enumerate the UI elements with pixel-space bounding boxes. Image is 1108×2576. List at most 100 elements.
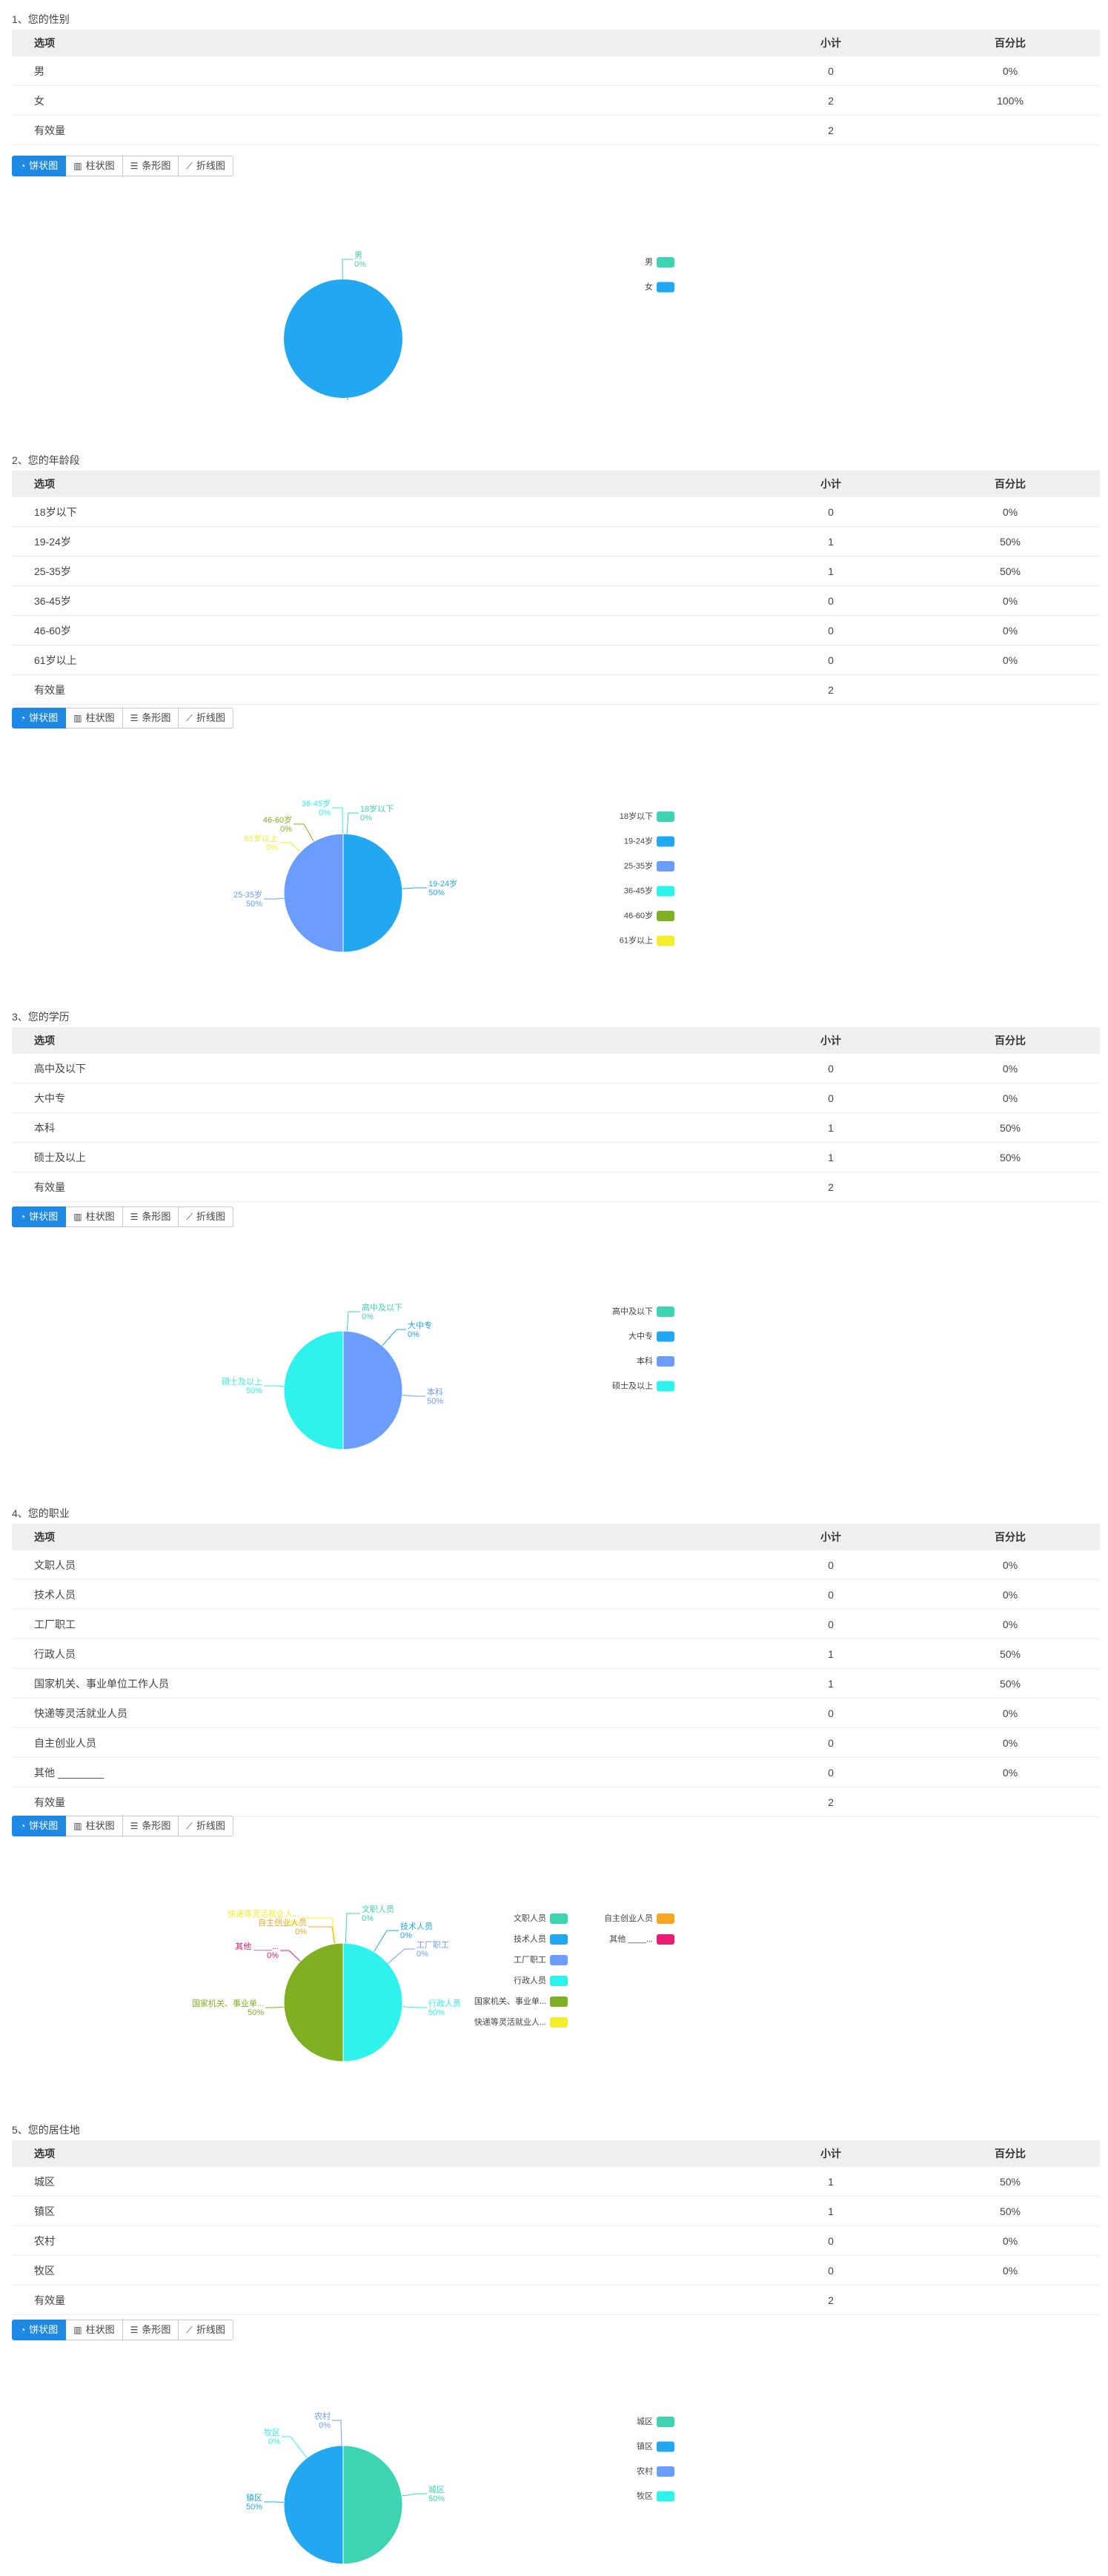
tab-line-chart[interactable]: ⟋ 折线图 — [179, 1206, 233, 1227]
legend-label: 镇区 — [637, 2441, 653, 2451]
row-percent: 50% — [920, 1142, 1100, 1172]
horizontal-bar-icon: ☰ — [130, 2325, 139, 2335]
valid-percent — [920, 1172, 1100, 1202]
pie-chart: 18岁以下0%19-24岁50%25-35岁50%36-45岁0%46-60岁0… — [233, 798, 674, 953]
slice-label-percent: 50% — [246, 1387, 262, 1395]
tab-pie-chart[interactable]: ◔ 饼状图 — [12, 156, 67, 176]
row-option: 高中及以下 — [12, 1054, 741, 1083]
table-row: 硕士及以上 1 50% — [12, 1142, 1100, 1172]
pie-slice[interactable] — [284, 279, 402, 398]
table-row: 文职人员 0 0% — [12, 1550, 1100, 1580]
tab-bar-chart[interactable]: ☰ 条形图 — [122, 1206, 179, 1227]
legend-item[interactable]: 大中专 — [628, 1331, 674, 1342]
pie-slice[interactable] — [342, 833, 403, 953]
slice-label-name: 61岁以上 — [245, 833, 278, 843]
tab-bar-chart[interactable]: ☰ 条形图 — [122, 156, 179, 176]
legend-item[interactable]: 36-45岁 — [624, 886, 674, 897]
pie-slice[interactable] — [283, 2445, 344, 2565]
slice-label-name: 工厂职工 — [417, 1940, 449, 1950]
leader-line — [402, 887, 427, 889]
question-title: 3、您的学历 — [12, 1011, 70, 1023]
legend-item[interactable]: 城区 — [637, 2417, 674, 2427]
legend-item[interactable]: 其他 ____... — [609, 1934, 674, 1945]
tab-bar-chart[interactable]: ☰ 条形图 — [122, 2320, 179, 2340]
row-percent: 0% — [920, 1579, 1100, 1610]
tab-line-chart[interactable]: ⟋ 折线图 — [179, 156, 233, 176]
legend-item[interactable]: 农村 — [637, 2466, 674, 2477]
legend-item[interactable]: 女 — [645, 282, 674, 293]
pie-slice[interactable] — [283, 1330, 344, 1450]
row-percent: 0% — [920, 1054, 1100, 1083]
tab-line-chart[interactable]: ⟋ 折线图 — [179, 2320, 233, 2340]
row-percent: 50% — [920, 526, 1100, 557]
row-percent: 50% — [920, 1639, 1100, 1669]
chart-type-tabs: ◔ 饼状图 ▥ 柱状图 ☰ 条形图 ⟋ 折线图 — [12, 2320, 233, 2340]
legend-item[interactable]: 高中及以下 — [612, 1306, 674, 1317]
legend-item[interactable]: 快递等灵活就业人... — [474, 2016, 568, 2028]
leader-line — [402, 1395, 425, 1397]
tab-column-chart[interactable]: ▥ 柱状图 — [66, 2320, 123, 2340]
pie-slice[interactable] — [342, 1942, 403, 2062]
legend-swatch — [657, 2491, 674, 2502]
tab-column-chart[interactable]: ▥ 柱状图 — [66, 708, 123, 728]
row-option: 36-45岁 — [12, 585, 741, 616]
legend-item[interactable]: 工厂职工 — [514, 1955, 568, 1965]
legend-item[interactable]: 自主创业人员 — [604, 1913, 674, 1924]
leader-line — [332, 2420, 342, 2446]
valid-label: 有效量 — [12, 2285, 741, 2315]
valid-percent — [920, 2285, 1100, 2315]
legend-swatch — [657, 1934, 674, 1945]
row-percent: 0% — [920, 2225, 1100, 2256]
legend-item[interactable]: 国家机关、事业单... — [474, 1996, 568, 2007]
tab-label: 条形图 — [142, 2324, 171, 2335]
tab-pie-chart[interactable]: ◔ 饼状图 — [12, 2320, 67, 2340]
header-percent: 百分比 — [920, 2140, 1100, 2167]
tab-pie-chart[interactable]: ◔ 饼状图 — [12, 1816, 67, 1836]
legend-label: 19-24岁 — [624, 836, 653, 846]
tab-column-chart[interactable]: ▥ 柱状图 — [66, 1206, 123, 1227]
tab-bar-chart[interactable]: ☰ 条形图 — [122, 708, 179, 728]
row-option: 61岁以上 — [12, 645, 741, 675]
row-percent: 0% — [920, 1727, 1100, 1758]
row-percent: 0% — [920, 585, 1100, 616]
leader-line — [264, 1385, 285, 1387]
tab-bar-chart[interactable]: ☰ 条形图 — [122, 1816, 179, 1836]
row-option: 工厂职工 — [12, 1609, 741, 1639]
legend-item[interactable]: 19-24岁 — [624, 836, 674, 847]
legend-item[interactable]: 牧区 — [637, 2491, 674, 2502]
tab-pie-chart[interactable]: ◔ 饼状图 — [12, 1206, 67, 1227]
legend-item[interactable]: 行政人员 — [514, 1975, 568, 1986]
legend-item[interactable]: 男 — [645, 257, 674, 268]
tab-pie-chart[interactable]: ◔ 饼状图 — [12, 708, 67, 728]
legend-item[interactable]: 25-35岁 — [624, 860, 674, 872]
tab-label: 饼状图 — [29, 160, 59, 171]
tab-line-chart[interactable]: ⟋ 折线图 — [179, 1816, 233, 1836]
tab-column-chart[interactable]: ▥ 柱状图 — [66, 1816, 123, 1836]
legend-item[interactable]: 本科 — [637, 1355, 674, 1367]
pie-slice[interactable] — [283, 1942, 344, 2062]
pie-slice[interactable] — [342, 2445, 403, 2565]
legend-item[interactable]: 镇区 — [637, 2441, 674, 2452]
slice-label-percent: 0% — [268, 2437, 280, 2446]
legend-item[interactable]: 文职人员 — [514, 1913, 568, 1924]
legend-item[interactable]: 46-60岁 — [624, 910, 674, 921]
pie-slice[interactable] — [342, 1330, 403, 1450]
tab-column-chart[interactable]: ▥ 柱状图 — [66, 156, 123, 176]
legend-item[interactable]: 技术人员 — [514, 1934, 568, 1945]
legend-item[interactable]: 18岁以下 — [620, 811, 674, 822]
legend-swatch — [657, 282, 674, 293]
legend-item[interactable]: 硕士及以上 — [612, 1381, 674, 1392]
row-count: 0 — [741, 645, 920, 675]
slice-label: 国家机关、事业单...50% — [192, 1998, 264, 2017]
legend-item[interactable]: 61岁以上 — [620, 935, 674, 946]
slice-label-percent: 0% — [319, 2421, 331, 2430]
legend-label: 本科 — [637, 1355, 653, 1366]
header-count: 小计 — [741, 471, 920, 497]
row-percent: 0% — [920, 497, 1100, 527]
table-row: 女 2 100% — [12, 85, 1100, 116]
chart-type-tabs: ◔ 饼状图 ▥ 柱状图 ☰ 条形图 ⟋ 折线图 — [12, 156, 233, 176]
leader-line — [402, 2493, 427, 2497]
tab-line-chart[interactable]: ⟋ 折线图 — [179, 708, 233, 728]
pie-slice[interactable] — [283, 833, 344, 953]
